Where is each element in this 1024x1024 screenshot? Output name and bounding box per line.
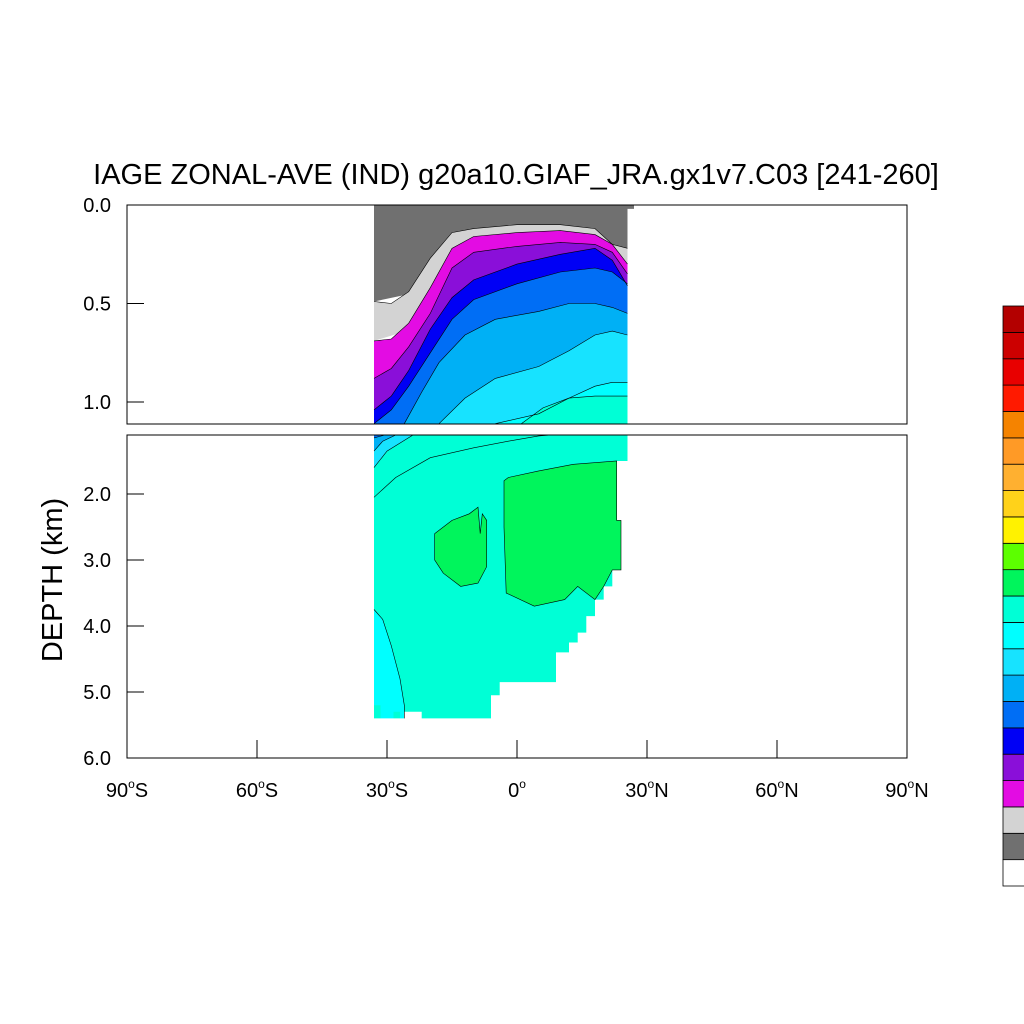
x-tick-label: 60oS [236,777,278,802]
colorbar-swatch [1002,490,1024,518]
lower-contour-line [373,434,396,452]
colorbar-swatch [1002,622,1024,650]
lower-contour-line [434,506,488,587]
colorbar-swatch [1002,305,1024,333]
colorbar-swatch [1002,859,1024,887]
lower-contour-band [434,507,487,587]
colorbar-swatch [1002,437,1024,465]
colorbar-swatch [1002,463,1024,492]
colorbar-swatch [1002,832,1024,861]
lower-panel-contours [373,434,622,719]
lower-contour-band [504,461,621,607]
colorbar-swatch [1002,701,1024,729]
upper-contour-line [373,267,628,424]
lower-contour-band [374,435,413,468]
upper-panel-fill [374,205,634,424]
x-tick-label: 30oN [625,777,668,802]
colorbar-swatch [1002,516,1024,544]
upper-contour-line [373,224,628,304]
x-tick-label: 30oS [366,777,408,802]
colorbar-swatch [1002,806,1024,834]
colorbar-swatch [1002,542,1024,571]
upper-contour-line [438,330,628,424]
y-tick-label: 3.0 [83,550,111,572]
colorbar-swatch [1002,331,1024,360]
lower-contour-line [373,609,405,719]
colorbar-swatch [1002,569,1024,597]
lower-contour-line [373,434,552,498]
colorbar [1002,305,1024,887]
lower-panel-fill [374,435,628,719]
x-tick-label: 60oN [755,777,798,802]
x-tick-label: 90oS [106,777,148,802]
upper-contour-line [404,303,628,424]
y-axis-label: DEPTH (km) [37,498,69,662]
axes: 90oS 60oS 30oS 0o 30oN 60oN 90oN 0.0 0.5 1.0 2.0 3.… [83,195,929,802]
y-tick-label: 6.0 [83,748,111,770]
colorbar-swatch [1002,648,1024,676]
colorbar-swatch [1002,727,1024,755]
upper-contour-line [373,242,628,379]
upper-contour-line [495,381,628,424]
x-tick-label: 90oN [885,777,928,802]
y-tick-label: 5.0 [83,682,111,704]
colorbar-swatch [1002,674,1024,702]
upper-contour-line [373,230,628,342]
lower-contour-line [373,434,414,468]
y-tick-label: 0.5 [83,294,111,316]
upper-contour-line [521,395,628,424]
colorbar-swatch [1002,753,1024,782]
upper-panel-contours [373,224,628,424]
chart-title: IAGE ZONAL-AVE (IND) g20a10.GIAF_JRA.gx1… [93,159,939,191]
x-tick-label: 0o [508,777,526,802]
y-tick-label: 0.0 [83,195,111,217]
lower-contour-band [374,609,405,719]
colorbar-swatch [1002,595,1024,623]
upper-panel-frame [126,204,908,425]
lower-contour-line [503,460,622,607]
upper-contour-band [521,396,628,424]
colorbar-swatch [1002,411,1024,439]
lower-contour-band [374,435,396,452]
y-tick-label: 4.0 [83,616,111,638]
upper-contour-line [373,247,628,411]
y-tick-label: 2.0 [83,484,111,506]
colorbar-swatch [1002,384,1024,412]
y-tick-label: 1.0 [83,392,111,414]
colorbar-swatch [1002,358,1024,386]
colorbar-swatch [1002,780,1024,808]
